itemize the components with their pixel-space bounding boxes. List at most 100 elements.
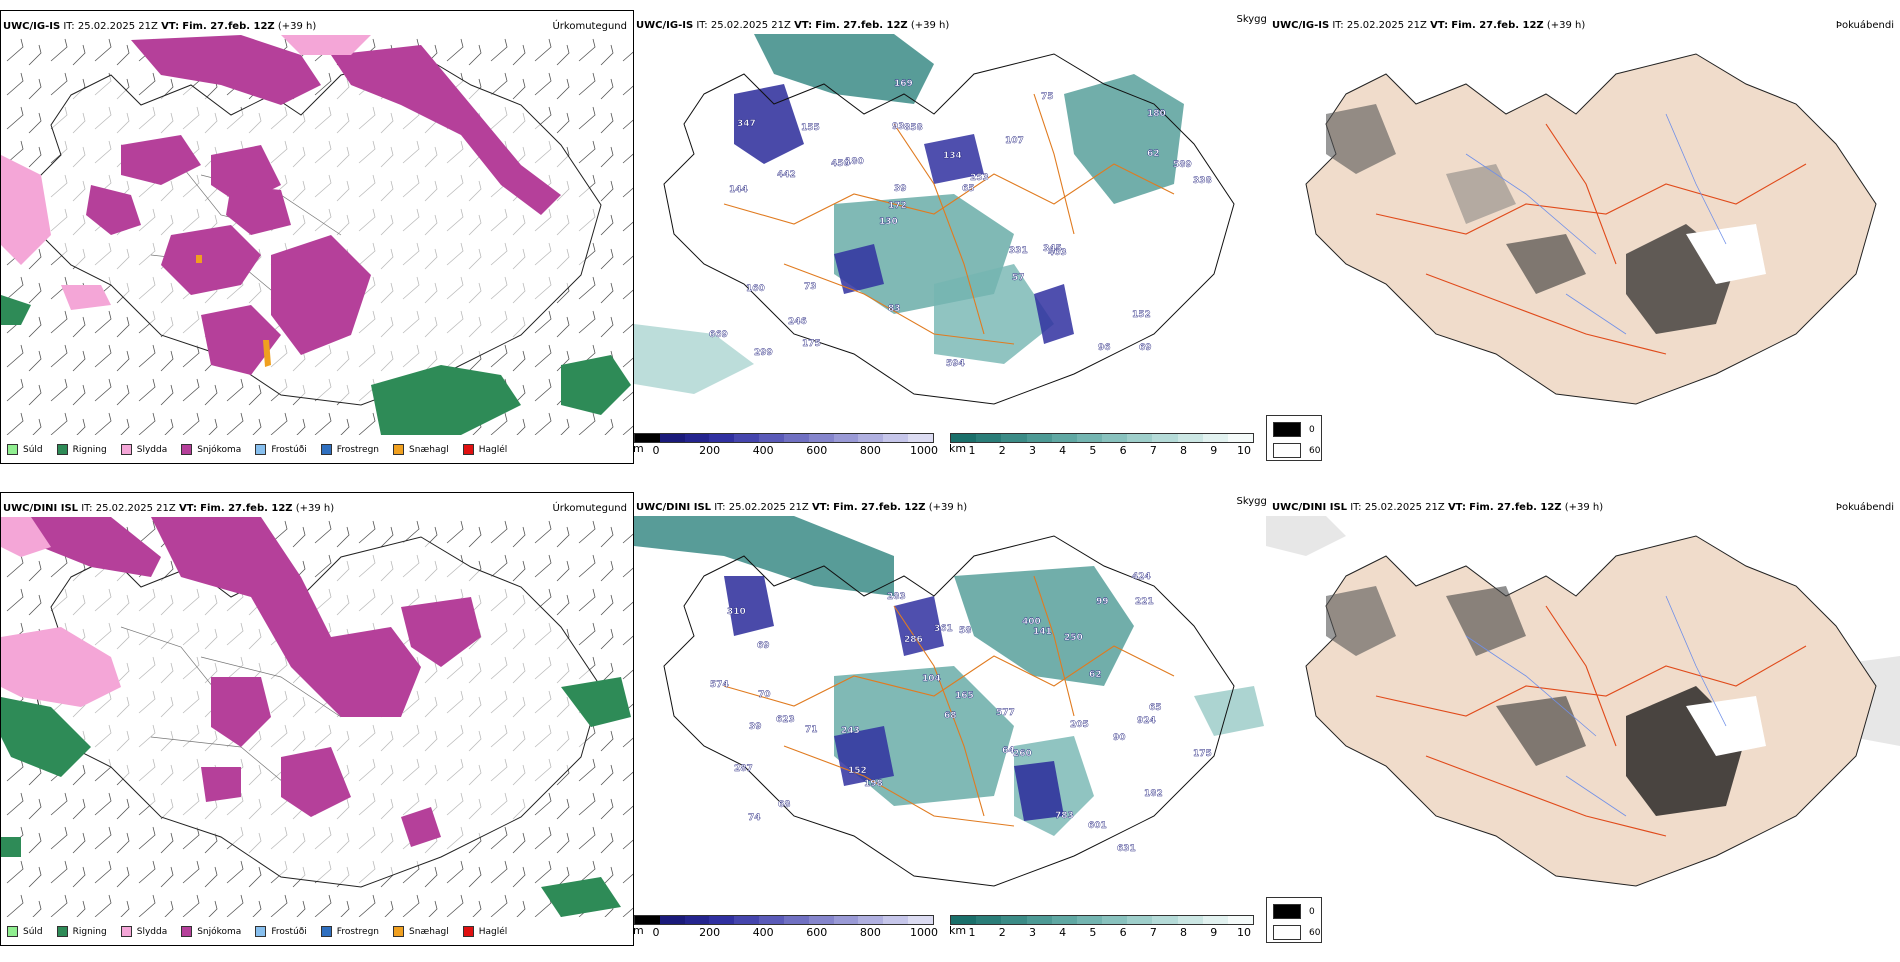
visibility-value-label: 69: [1139, 343, 1152, 353]
colorbar-tick: 200: [699, 926, 721, 939]
visibility-value-label: 104: [922, 674, 941, 684]
colorbar-cell: [1076, 434, 1103, 442]
legend-swatch: [181, 926, 193, 937]
visibility-value-label: 71: [805, 725, 818, 735]
colorbar-tick: 600: [806, 926, 828, 939]
visibility-value-label: 299: [754, 348, 773, 358]
fog-map: [1305, 53, 1877, 405]
iceland-outline: [663, 53, 1235, 405]
colorbar-cell: [883, 916, 909, 924]
colorbar-tick: 8: [1180, 444, 1188, 457]
visibility-value-label: 631: [1117, 844, 1136, 854]
visibility-value-label: 134: [943, 151, 962, 161]
colorbar-tick: 800: [859, 926, 881, 939]
legend-swatch: [255, 926, 267, 937]
colorbar-cell: [1076, 916, 1103, 924]
colorbar-cell: [1051, 916, 1077, 924]
visibility-value-label: 90: [1113, 733, 1126, 743]
legend-swatch: [393, 926, 405, 937]
colorbar-cell: [635, 434, 660, 442]
fog-legend-item: 0: [1273, 904, 1321, 919]
legend-item-rain: Rigning: [56, 444, 107, 455]
legend-item-sleet: Slydda: [120, 926, 167, 937]
colorbar-cell: [684, 916, 710, 924]
visibility-value-label: 253: [970, 173, 989, 183]
colorbar-tick: 1000: [910, 926, 938, 939]
visibility-value-label: 141: [1033, 627, 1052, 637]
panel-name: Úrkomutegund: [552, 21, 627, 32]
colorbar-cell: [976, 916, 1002, 924]
visibility-value-label: 69: [757, 641, 770, 651]
legend-swatch: [1273, 904, 1301, 919]
fog-legend-item: 0: [1273, 422, 1321, 437]
legend-swatch: [320, 926, 332, 937]
visibility-panel: UWC/DINI ISL IT: 25.02.2025 21Z VT: Fim.…: [634, 492, 1266, 947]
visibility-value-label: 287: [734, 764, 753, 774]
colorbar-tick: 10: [1237, 926, 1251, 939]
visibility-value-label: 403: [1048, 248, 1067, 258]
panel-title: UWC/IG-IS IT: 25.02.2025 21Z VT: Fim. 27…: [3, 21, 317, 32]
legend-swatch: [462, 926, 474, 937]
legend-swatch: [320, 444, 332, 455]
visibility-value-label: 155: [801, 123, 820, 133]
colorbar-tick: 1000: [910, 444, 938, 457]
colorbar-cell: [833, 916, 859, 924]
panel-title: UWC/DINI ISL IT: 25.02.2025 21Z VT: Fim.…: [636, 502, 968, 513]
visibility-value-label: 221: [1135, 597, 1154, 607]
colorbar-cell: [976, 434, 1002, 442]
colorbar-tick: 1: [968, 444, 976, 457]
visibility-value-label: 601: [1088, 821, 1107, 831]
colorbar-tick: 800: [859, 444, 881, 457]
colorbar-cell: [783, 434, 809, 442]
legend-item-snow: Snjókoma: [181, 926, 241, 937]
legend-item-drizzle: Súld: [7, 926, 43, 937]
panel-name: Þokuábendi: [1835, 502, 1894, 513]
colorbar-cell: [951, 916, 977, 924]
legend-item-rain: Rigning: [56, 926, 107, 937]
panel-title: UWC/IG-IS IT: 25.02.2025 21Z VT: Fim. 27…: [636, 20, 950, 31]
visibility-value-label: 623: [776, 715, 795, 725]
visibility-value-label: 783: [1055, 811, 1074, 821]
colorbar-cell: [1202, 434, 1228, 442]
legend-swatch: [56, 926, 68, 937]
colorbar-tick: 0: [652, 444, 660, 457]
visibility-value-label: 68: [778, 800, 791, 810]
colorbar-tick: 2: [998, 926, 1006, 939]
precip-map: [1, 517, 633, 917]
colorbar-cell: [1227, 916, 1254, 924]
colorbar-tick: 5: [1089, 444, 1097, 457]
legend-item-freezing-rain: Frostregn: [320, 926, 379, 937]
legend-swatch: [462, 444, 474, 455]
colorbar-tick: 200: [699, 444, 721, 457]
visibility-value-label: 180: [845, 157, 864, 167]
visibility-value-label: 574: [710, 680, 729, 690]
visibility-value-label: 58: [959, 626, 972, 636]
colorbar-tick: 6: [1119, 444, 1127, 457]
visibility-value-label: 39: [894, 184, 907, 194]
iceland-fill: [1305, 535, 1877, 887]
precip-type-panel: UWC/IG-IS IT: 25.02.2025 21Z VT: Fim. 27…: [0, 10, 634, 464]
row-dini-isl: UWC/DINI ISL IT: 25.02.2025 21Z VT: Fim.…: [0, 492, 1900, 962]
colorbar-cell: [734, 434, 760, 442]
visibility-value-label: 182: [1144, 789, 1163, 799]
legend-swatch: [1273, 443, 1301, 458]
colorbar-cell: [1152, 916, 1178, 924]
visibility-value-label: 165: [955, 691, 974, 701]
visibility-value-label: 169: [894, 79, 913, 89]
precip-type-panel: UWC/DINI ISL IT: 25.02.2025 21Z VT: Fim.…: [0, 492, 634, 946]
colorbar-cell: [783, 916, 809, 924]
colorbar-cell: [1001, 916, 1027, 924]
colorbar-tick: 2: [998, 444, 1006, 457]
colorbar-cell: [1127, 916, 1153, 924]
visibility-km-colorbar: 1 2 3 4 5 6 7 8 9 10 km: [949, 915, 1254, 943]
visibility-value-label: 83: [888, 304, 901, 314]
iceland-outline: [663, 535, 1235, 887]
visibility-value-label: 310: [727, 607, 746, 617]
colorbar-cell: [833, 434, 859, 442]
panel-name: Skyggni: [1236, 496, 1266, 507]
visibility-value-label: 96: [1098, 343, 1111, 353]
colorbar-tick: 10: [1237, 444, 1251, 457]
row-ig-is: UWC/IG-IS IT: 25.02.2025 21Z VT: Fim. 27…: [0, 10, 1900, 480]
colorbar-tick: 6: [1119, 926, 1127, 939]
visibility-value-label: 924: [1137, 716, 1156, 726]
